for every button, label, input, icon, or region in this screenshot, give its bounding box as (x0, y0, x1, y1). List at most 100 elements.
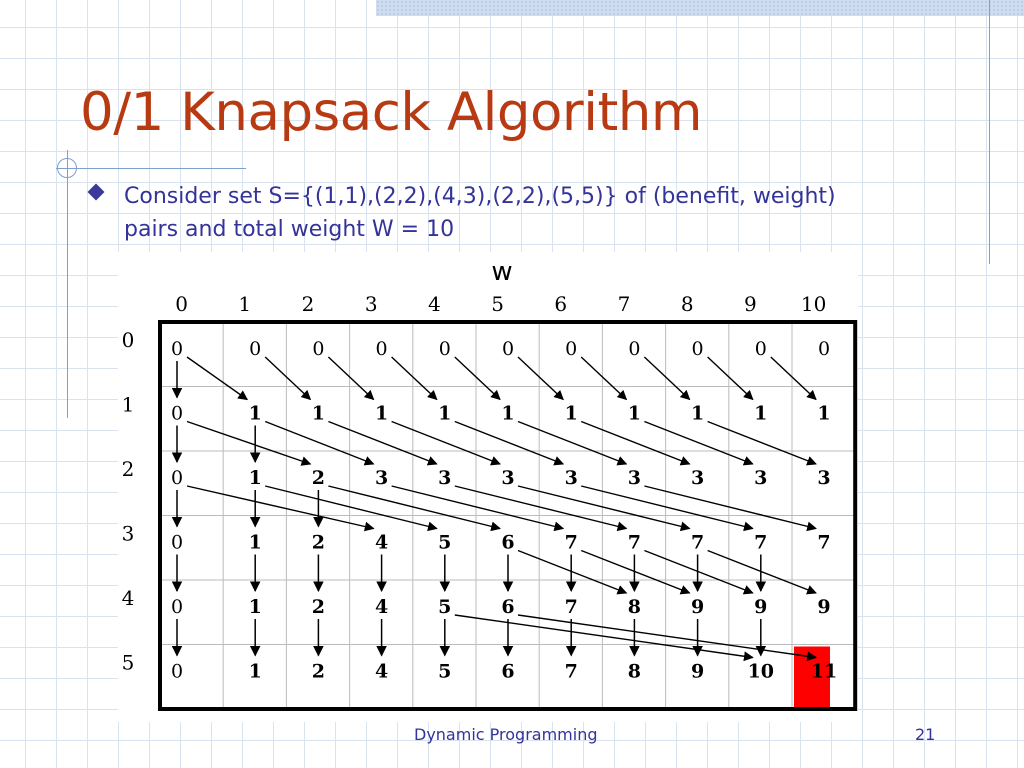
table-cell: 1 (249, 532, 262, 554)
bullet-diamond-icon (87, 183, 105, 201)
row-header: 2 (122, 457, 135, 481)
table-cell: 4 (375, 596, 388, 618)
table-cell: 6 (501, 532, 514, 554)
table-cell: 0 (171, 338, 183, 360)
table-cell: 6 (501, 661, 514, 683)
arrow-diagonal (328, 420, 438, 466)
row-header: 4 (122, 586, 135, 610)
arrow-diagonal (454, 485, 628, 532)
arrow-diagonal (264, 420, 375, 466)
arrow-diagonal (186, 420, 312, 466)
table-cell: 3 (438, 467, 451, 489)
col-header: 5 (491, 292, 504, 316)
knapsack-table-svg: wk01234567891001234500000000000011111111… (122, 257, 858, 711)
table-cell: 0 (628, 338, 640, 360)
arrow-diagonal (707, 356, 754, 401)
page-number: 21 (915, 725, 936, 744)
knapsack-table: wk01234567891001234500000000000011111111… (118, 252, 858, 722)
col-header: 7 (618, 292, 631, 316)
col-header: 10 (801, 292, 826, 316)
table-cell: 3 (754, 467, 767, 489)
table-cell: 1 (438, 403, 451, 425)
arrow-diagonal (328, 485, 501, 532)
arrow-diagonal (391, 356, 438, 401)
arrow-diagonal (517, 485, 691, 532)
table-cell: 1 (312, 403, 325, 425)
table-cell: 4 (375, 532, 388, 554)
arrow-diagonal (644, 420, 754, 466)
table-border (158, 320, 858, 711)
arrow-diagonal (391, 420, 501, 466)
table-cell: 2 (312, 596, 325, 618)
row-header: 3 (122, 522, 135, 546)
table-cell: 7 (565, 661, 578, 683)
header-band (376, 0, 1024, 16)
table-cell: 3 (691, 467, 704, 489)
arrow-diagonal (517, 549, 628, 595)
arrow-diagonal (644, 549, 754, 595)
table-cell: 3 (565, 467, 578, 489)
arrow-diagonal (770, 356, 817, 401)
table-cell: 0 (171, 532, 183, 554)
table-cell: 7 (565, 596, 578, 618)
col-header: 3 (365, 292, 378, 316)
table-cell: 7 (628, 532, 641, 554)
arrow-diagonal (580, 549, 691, 595)
table-cell: 2 (312, 532, 325, 554)
table-cell: 0 (249, 338, 261, 360)
table-cell: 1 (754, 403, 767, 425)
arrow-diagonal (643, 356, 691, 401)
table-cell: 5 (438, 596, 451, 618)
table-cell: 9 (691, 661, 704, 683)
arrow-diagonal (707, 420, 817, 466)
table-cell: 1 (249, 403, 262, 425)
table-cell: 0 (502, 338, 514, 360)
arrow-diagonal (644, 485, 817, 532)
table-cell: 9 (754, 596, 767, 618)
arrow-diagonal (517, 420, 628, 466)
table-cell: 0 (171, 661, 183, 683)
arrow-diagonal (264, 356, 312, 401)
table-cell: 1 (249, 467, 262, 489)
col-axis-label: w (491, 257, 512, 287)
row-header: 1 (122, 393, 135, 417)
arrow-diagonal (454, 356, 501, 401)
decor-rule-vertical (67, 150, 68, 418)
arrow-diagonal (391, 485, 565, 532)
table-cell: 0 (565, 338, 577, 360)
col-header: 0 (175, 292, 188, 316)
arrow-diagonal (327, 356, 375, 401)
arrow-diagonal (265, 485, 438, 532)
table-cell: 1 (249, 661, 262, 683)
footer-text: Dynamic Programming (414, 725, 598, 744)
col-header: 1 (238, 292, 251, 316)
table-cell: 0 (439, 338, 451, 360)
slide-title: 0/1 Knapsack Algorithm (80, 82, 702, 143)
table-cell: 1 (375, 403, 388, 425)
table-cell: 2 (312, 661, 325, 683)
table-cell: 6 (501, 596, 514, 618)
table-cell: 9 (691, 596, 704, 618)
table-cell: 4 (375, 661, 388, 683)
table-cell: 9 (817, 596, 830, 618)
table-cell: 5 (438, 661, 451, 683)
table-cell: 0 (818, 338, 830, 360)
table-cell: 10 (748, 661, 774, 683)
table-cell: 5 (438, 532, 451, 554)
table-cell: 2 (312, 467, 325, 489)
arrow-diagonal (517, 614, 817, 662)
table-cell: 1 (628, 403, 641, 425)
table-cell: 8 (628, 596, 641, 618)
decor-rule-horizontal (56, 168, 246, 169)
table-cell: 0 (171, 596, 183, 618)
table-cell: 7 (754, 532, 767, 554)
arrow-diagonal (581, 485, 754, 532)
table-cell: 3 (628, 467, 641, 489)
table-cell: 1 (249, 596, 262, 618)
table-cell: 0 (312, 338, 324, 360)
decor-rule-right (989, 0, 990, 264)
col-header: 2 (302, 292, 315, 316)
table-cell: 1 (501, 403, 514, 425)
table-cell: 7 (817, 532, 830, 554)
col-header: 4 (428, 292, 441, 316)
